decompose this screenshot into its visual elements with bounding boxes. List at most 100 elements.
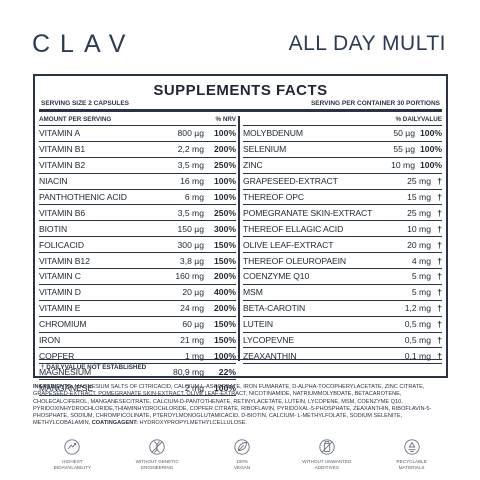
nutrient-name: CHROMIUM — [39, 319, 87, 330]
nutrient-row: MANGANESE 2 mg 100% — [39, 380, 236, 397]
nutrient-row: BETA-CAROTIN 1,2 mg † — [243, 301, 442, 317]
nutrient-name: LUTEIN — [243, 319, 273, 330]
nutrient-name: ZINC — [243, 160, 263, 171]
nutrient-name: BETA-CAROTIN — [243, 303, 306, 314]
nutrient-amount: 3,8 µg — [179, 255, 204, 266]
badge-label: RECYCLABLE MATERIALS — [396, 459, 427, 470]
nutrient-name: POMEGRANATE SKIN-EXTRACT — [243, 207, 373, 218]
ingredients-label: INGREDIENTS: — [33, 384, 74, 390]
nutrient-name: VITAMIN B12 — [39, 255, 90, 266]
ingredients-text: INGREDIENTS: MAGNESIUM SALTS OF CITRICAC… — [33, 384, 451, 428]
nutrient-nrv: † — [437, 350, 442, 361]
nutrient-amount: 1 mg — [184, 350, 204, 361]
nutrient-amount: 4 mg — [411, 255, 431, 266]
nutrient-amount: 24 mg — [180, 303, 204, 314]
badge-no-additives: WITHOUT UNWANTED ADDITIVES — [292, 438, 362, 470]
nutrient-row: CHROMIUM 60 µg 150% — [39, 317, 236, 333]
nutrient-row: VITAMIN C 160 mg 200% — [39, 269, 236, 285]
nutrient-amount: 25 mg — [407, 207, 431, 218]
nutrient-nrv: 400% — [214, 287, 236, 298]
left-nutrient-column: AMOUNT PER SERVING % NRV VITAMIN A 800 µg… — [39, 116, 236, 397]
amount-per-serving-header: AMOUNT PER SERVING — [39, 116, 112, 123]
nutrient-amount: 15 mg — [407, 192, 431, 202]
nutrient-name: MSM — [243, 287, 263, 298]
nutrient-nrv: 100% — [420, 128, 442, 139]
thick-rule — [39, 109, 442, 112]
footnote-rule — [39, 358, 442, 360]
nutrient-nrv: 200% — [214, 303, 236, 314]
nutrient-name: SELENIUM — [243, 144, 287, 155]
nutrient-nrv: 150% — [214, 255, 236, 266]
nutrient-row: VITAMIN A 800 µg 100% — [39, 126, 236, 142]
nutrient-row: VITAMIN E 24 mg 200% — [39, 301, 236, 317]
badge-recyclable: RECYCLABLE MATERIALS — [377, 438, 447, 470]
nutrient-name: MAGNESIUM — [39, 366, 92, 377]
nutrient-name: NIACIN — [39, 176, 68, 187]
nutrient-nrv: † — [437, 287, 442, 298]
nutrient-name: GRAPESEED-EXTRACT — [243, 176, 338, 187]
nutrient-name: LYCOPEVNE — [243, 335, 294, 346]
nutrient-amount: 5 mg — [411, 287, 431, 298]
panel-title: SUPPLEMENTS FACTS — [153, 82, 328, 99]
nutrient-row: NIACIN 16 mg 100% — [39, 174, 236, 190]
daily-value-footnote: † DAILYVALUE NOT ESTABLISHED — [41, 364, 147, 371]
nutrient-name: THEREOF OPC — [243, 192, 304, 202]
nutrient-name: VITAMIN C — [39, 271, 81, 282]
nutrient-amount: 16 mg — [180, 176, 204, 187]
nutrient-name: THEREOF ELLAGIC ACID — [243, 223, 344, 234]
nutrient-amount: 0,1 mg — [404, 350, 431, 361]
left-column-header: AMOUNT PER SERVING % NRV — [39, 116, 236, 126]
nutrient-name: MANGANESE — [39, 382, 94, 393]
nutrient-nrv: † — [437, 239, 442, 250]
ingredients-list: MAGNESIUM SALTS OF CITRICACID, CALCIUM-L… — [33, 384, 432, 427]
nutrient-name: ZEAXANTHIN — [243, 350, 297, 361]
nutrient-row: VITAMIN D 20 µg 400% — [39, 285, 236, 301]
nutrient-row: POMEGRANATE SKIN-EXTRACT 25 mg † — [243, 205, 442, 222]
nutrient-row: THEREOF OLEUROPAEIN 4 mg † — [243, 253, 442, 270]
nutrient-name: VITAMIN A — [39, 128, 80, 139]
badge-label: WITHOUT GENETIC ENGINEERING — [135, 459, 179, 470]
nutrient-amount: 10 mg — [391, 160, 415, 171]
nutrient-row: IRON 21 mg 150% — [39, 333, 236, 349]
feature-badges: HIGHEST BIOAVAILABILITY WITHOUT GENETIC … — [30, 438, 454, 470]
nutrient-name: MOLYBDENUM — [243, 128, 303, 139]
nutrient-nrv: 100% — [214, 350, 236, 361]
nutrient-amount: 3,5 mg — [177, 160, 204, 171]
nutrient-amount: 20 µg — [182, 287, 204, 298]
nutrient-name: COPFER — [39, 350, 75, 361]
nutrient-name: BIOTIN — [39, 223, 68, 234]
nutrient-nrv: 100% — [214, 192, 236, 202]
nutrient-name: VITAMIN B1 — [39, 144, 86, 155]
nutrient-nrv: 250% — [214, 160, 236, 171]
right-nutrient-column: % DAILYVALUE MOLYBDENUM 50 µg 100% SELENIUM… — [243, 116, 442, 365]
nutrient-amount: 6 mg — [184, 192, 204, 202]
nutrient-amount: 1,2 mg — [404, 303, 431, 314]
coating-label: COATINGAGENT: — [91, 420, 138, 427]
nutrient-row: ZINC 10 mg 100% — [243, 158, 442, 174]
nutrient-amount: 2 mg — [184, 382, 204, 393]
vegan-leaf-icon — [234, 439, 250, 455]
right-column-header: % DAILYVALUE — [243, 116, 442, 126]
nutrient-nrv: 100% — [420, 144, 442, 155]
nutrient-nrv: † — [437, 255, 442, 266]
nrv-header: % NRV — [215, 116, 236, 123]
nutrient-row: LUTEIN 0,5 mg † — [243, 317, 442, 333]
nutrient-amount: 60 µg — [182, 319, 204, 330]
supplement-facts-panel: SUPPLEMENTS FACTS SERVING SIZE 2 CAPSULE… — [33, 74, 448, 397]
nutrient-name: COENZYME Q10 — [243, 271, 310, 282]
nutrient-amount: 55 µg — [393, 144, 415, 155]
nutrient-amount: 2,2 mg — [177, 144, 204, 155]
nutrient-name: THEREOF OLEUROPAEIN — [243, 255, 346, 266]
badge-no-genetic-engineering: WITHOUT GENETIC ENGINEERING — [122, 438, 192, 470]
recycle-icon — [403, 439, 420, 455]
servings-per-container: SERVING PER CONTAINER 30 PORTIONS — [310, 100, 440, 107]
nutrient-nrv: † — [437, 271, 442, 282]
nutrient-name: PANTHOTHENIC ACID — [39, 192, 127, 202]
badge-label: HIGHEST BIOAVAILABILITY — [53, 459, 92, 470]
nutrient-amount: 80,9 mg — [172, 366, 204, 377]
nutrient-amount: 0,5 mg — [404, 335, 431, 346]
nutrient-nrv: † — [437, 335, 442, 346]
nutrient-nrv: 150% — [214, 319, 236, 330]
no-additives-icon — [319, 439, 335, 455]
nutrient-name: FOLICACID — [39, 239, 84, 250]
